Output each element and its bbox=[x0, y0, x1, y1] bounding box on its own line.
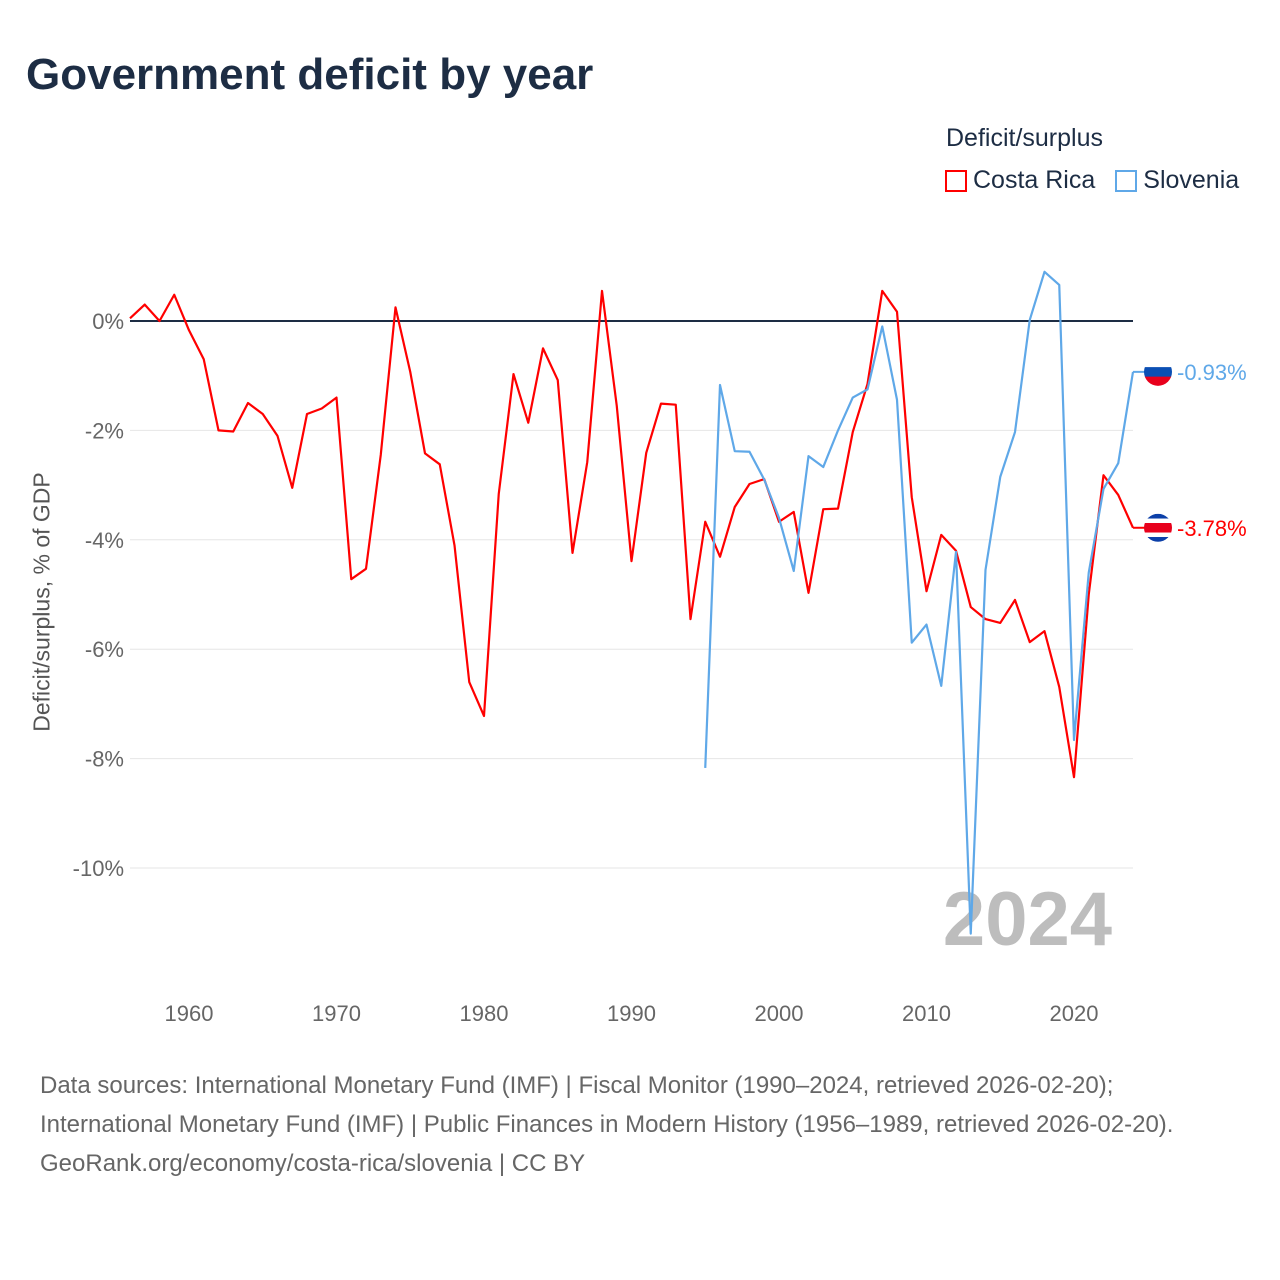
flag-costa-rica-icon bbox=[1144, 513, 1172, 542]
x-tick-label: 1980 bbox=[460, 1001, 509, 1026]
legend: Costa Rica Slovenia bbox=[945, 166, 1239, 195]
legend-swatch-costa-rica bbox=[945, 169, 967, 192]
x-tick-label: 2020 bbox=[1050, 1001, 1099, 1026]
y-tick-label: -10% bbox=[73, 856, 124, 881]
flag-slovenia-icon bbox=[1144, 357, 1172, 386]
x-tick-label: 1960 bbox=[165, 1001, 214, 1026]
legend-item-slovenia[interactable]: Slovenia bbox=[1115, 166, 1239, 195]
x-tick-label: 1990 bbox=[607, 1001, 656, 1026]
legend-title: Deficit/surplus bbox=[946, 124, 1103, 152]
legend-label: Costa Rica bbox=[973, 166, 1096, 194]
x-tick-label: 2000 bbox=[755, 1001, 804, 1026]
y-tick-label: 0% bbox=[92, 309, 124, 334]
chart-title: Government deficit by year bbox=[26, 50, 594, 99]
footer: Data sources: International Monetary Fun… bbox=[40, 1066, 1240, 1183]
x-tick-label: 1970 bbox=[312, 1001, 361, 1026]
legend-item-costa-rica[interactable]: Costa Rica bbox=[945, 166, 1095, 195]
y-tick-label: -4% bbox=[85, 528, 124, 553]
end-value-label: -3.78% bbox=[1177, 516, 1247, 541]
y-tick-label: -8% bbox=[85, 747, 124, 772]
x-tick-label: 2010 bbox=[902, 1001, 951, 1026]
y-tick-label: -2% bbox=[85, 418, 124, 443]
credit-link[interactable]: GeoRank.org/economy/costa-rica/slovenia … bbox=[40, 1150, 586, 1177]
series-line-costa-rica bbox=[129, 289, 1135, 779]
legend-swatch-slovenia bbox=[1115, 169, 1138, 192]
data-sources: Data sources: International Monetary Fun… bbox=[40, 1072, 1174, 1138]
legend-label: Slovenia bbox=[1143, 166, 1240, 194]
y-tick-label: -6% bbox=[85, 637, 124, 662]
plot-area: 0% -2% -4% -6% -8% -10% 1960 1970 1980 1990 2000 20… bbox=[73, 270, 1247, 1026]
series-line-slovenia bbox=[704, 270, 1135, 935]
end-value-label: -0.93% bbox=[1177, 360, 1247, 385]
